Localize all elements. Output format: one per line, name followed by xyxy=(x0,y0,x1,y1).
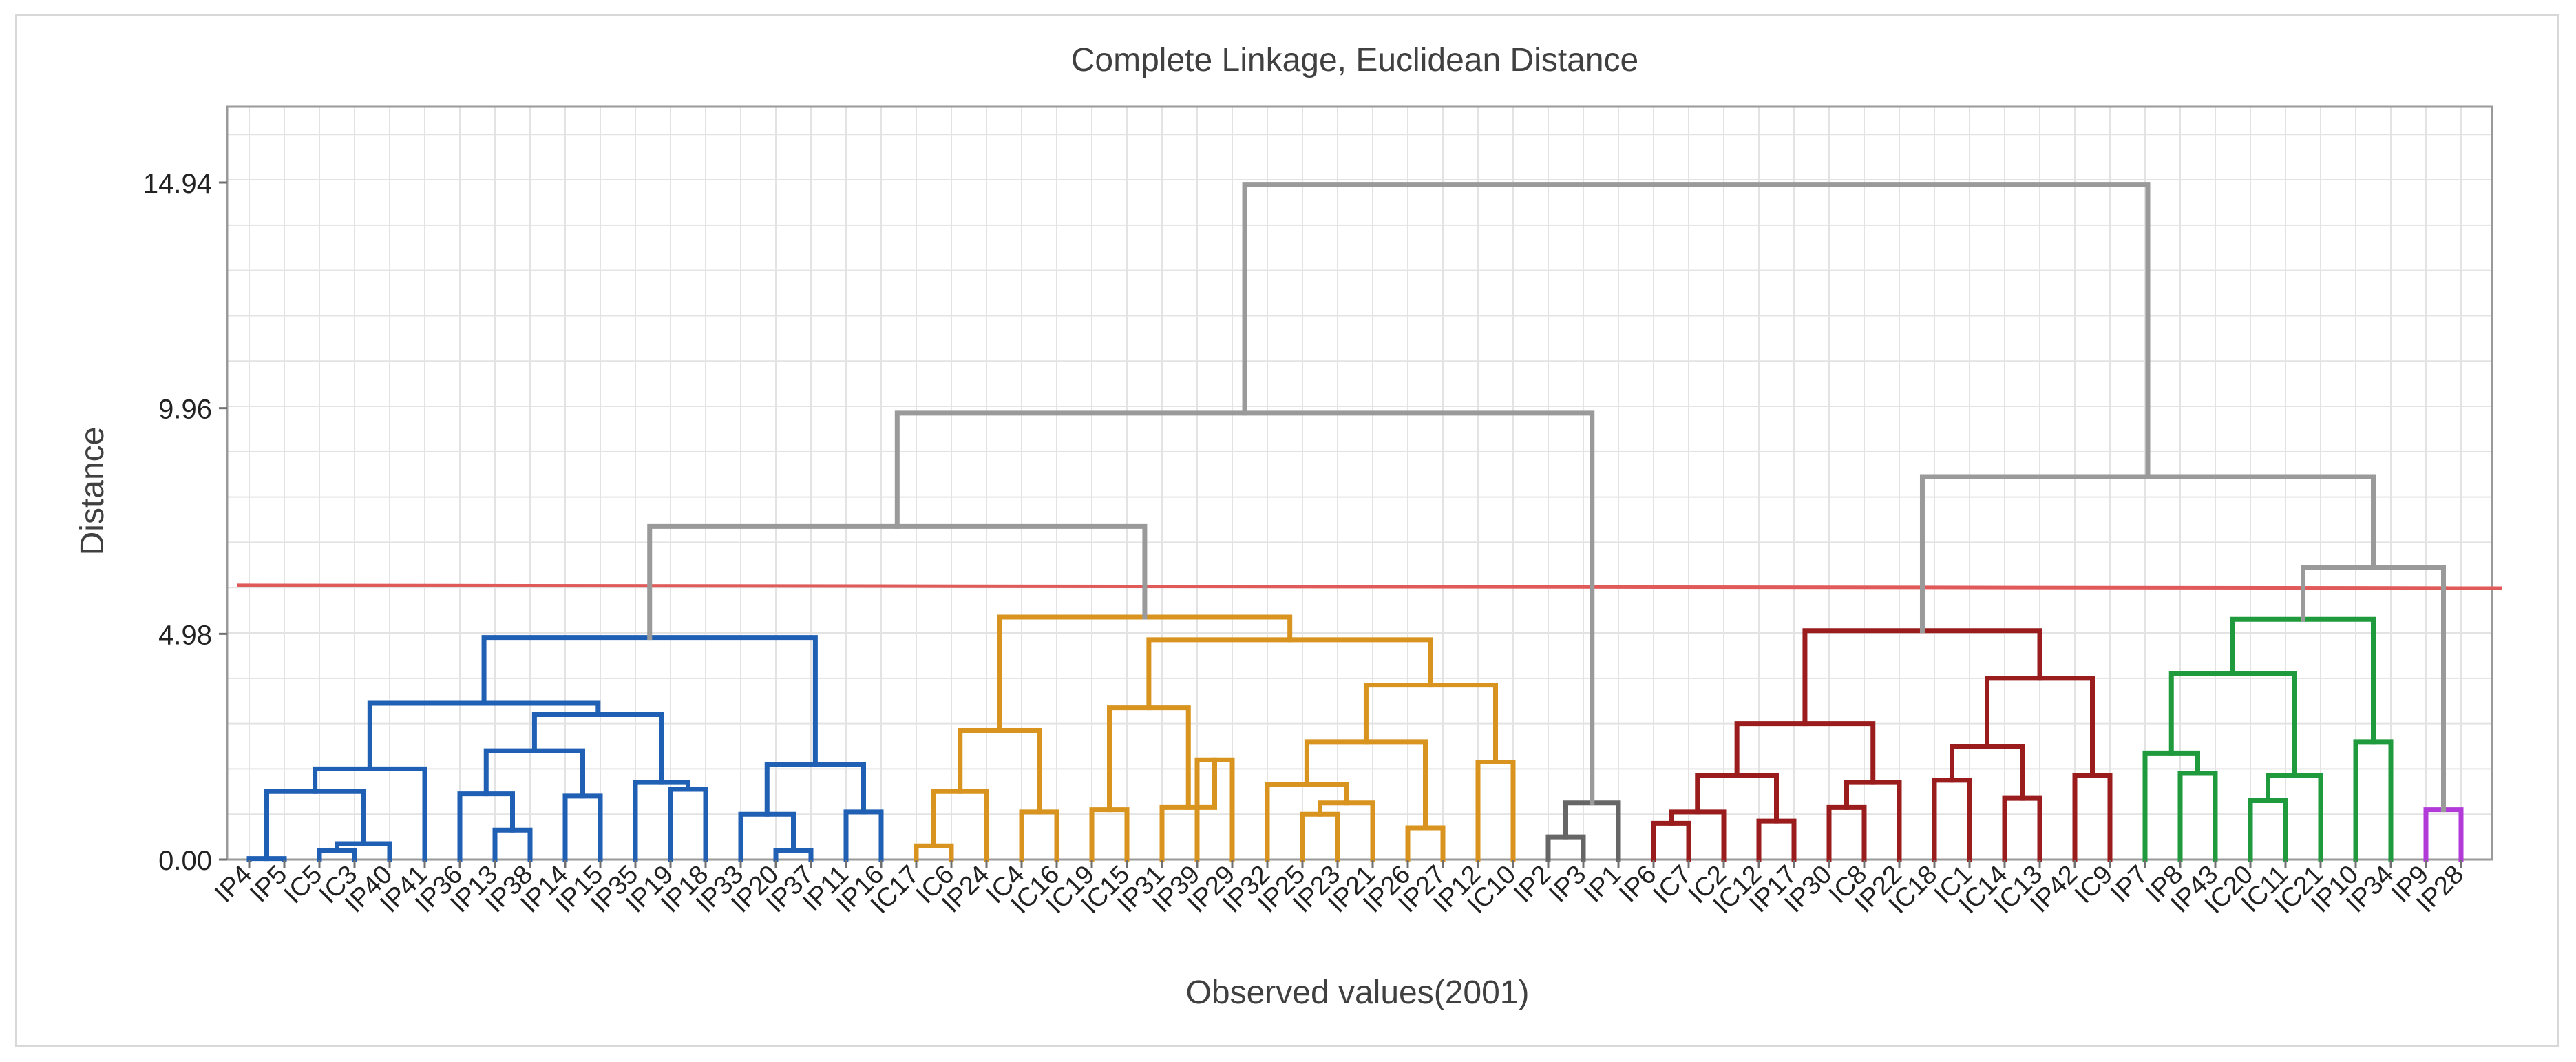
x-axis-label: Observed values(2001) xyxy=(1186,975,1530,1011)
dendrogram-link xyxy=(1146,637,1433,711)
dendrogram-link xyxy=(843,809,884,862)
dendrogram-link xyxy=(2072,773,2113,862)
plot-area xyxy=(226,105,2493,861)
dendrogram-link xyxy=(1405,825,1446,862)
dendrogram-link xyxy=(1919,474,2376,634)
dendrogram-link xyxy=(1089,807,1130,862)
dendrogram-link xyxy=(894,410,1595,806)
dendrogram-link xyxy=(1019,809,1059,862)
dendrogram-link xyxy=(1826,804,1867,862)
dendrogram-link xyxy=(2002,795,2042,862)
y-tick-label: 4.98 xyxy=(158,620,212,650)
dendrogram-link xyxy=(1242,182,2151,479)
dendrogram-link xyxy=(1669,809,1727,862)
chart-title: Complete Linkage, Euclidean Distance xyxy=(1071,42,1638,79)
dendrogram-link xyxy=(2353,739,2394,862)
dendrogram-link xyxy=(2266,773,2323,862)
dendrogram-link xyxy=(1545,834,1586,862)
cut-line xyxy=(237,583,2503,590)
dendrogram-link xyxy=(1756,818,1797,862)
dendrogram-link xyxy=(1300,811,1340,862)
dendrogram-link xyxy=(2168,671,2297,778)
dendrogram-link xyxy=(2423,807,2464,862)
dendrogram-link xyxy=(562,793,603,862)
dendrogram-link xyxy=(1950,744,2025,801)
dendrogram-link xyxy=(633,780,690,862)
y-axis-ticks: 0.00 4.98 9.96 14.94 xyxy=(143,169,227,876)
dendrogram-link xyxy=(1475,760,1516,862)
dendrogram-link xyxy=(668,787,708,862)
dendrogram-link xyxy=(931,789,989,862)
dendrogram-link xyxy=(1932,778,1972,862)
dendrogram-link xyxy=(997,614,1293,733)
dendrogram-link xyxy=(1265,782,1349,862)
cut-line-group xyxy=(237,583,2503,590)
dendrogram-links xyxy=(246,182,2464,862)
dendrogram-link xyxy=(1651,820,1691,862)
dendrogram-link xyxy=(1563,800,1621,862)
y-axis-label: Distance xyxy=(74,427,111,556)
dendrogram-link xyxy=(492,827,533,862)
y-tick-label: 9.96 xyxy=(158,395,212,425)
dendrogram-link xyxy=(483,748,585,799)
grid-lines xyxy=(227,107,2492,860)
y-tick-label: 14.94 xyxy=(143,169,212,199)
dendrogram-link xyxy=(1318,800,1375,862)
dendrogram-link xyxy=(958,727,1042,815)
dendrogram-link xyxy=(1844,780,1902,862)
x-axis-ticks: IP4IP5IC5IC3IP40IP41IP36IP13IP38IP14IP15… xyxy=(209,860,2469,919)
y-tick-label: 0.00 xyxy=(158,846,212,876)
chart-frame xyxy=(15,14,2559,1047)
dendrogram-link xyxy=(647,523,1148,641)
dendrogram-link xyxy=(457,791,515,862)
dendrogram-link xyxy=(2248,798,2288,862)
dendrogram-link xyxy=(764,762,866,817)
dendrogram-link xyxy=(2177,771,2218,862)
